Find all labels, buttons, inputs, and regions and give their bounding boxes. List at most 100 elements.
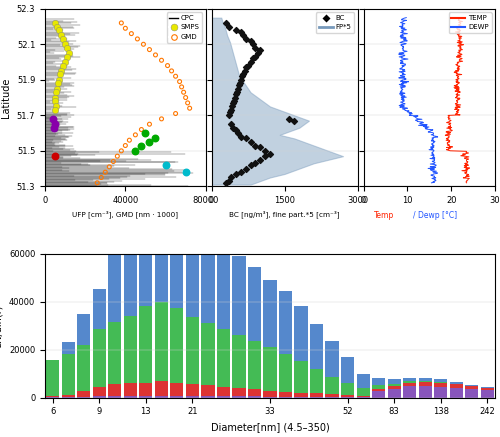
Point [186,105,194,112]
Bar [294,392,308,397]
Point [176,78,184,85]
Bar [294,361,308,392]
Bar [124,396,137,398]
Bar [450,384,463,388]
Bar [62,354,75,395]
Bar [108,255,122,322]
Point [266,151,274,158]
Point [222,20,230,27]
Bar [388,386,400,388]
Bar [480,391,494,398]
Point [230,97,238,104]
Point [152,135,160,142]
Bar [186,396,199,398]
Bar [279,397,292,398]
Point [102,169,110,176]
X-axis label: BC [ng/m³], fine part.*5 [cm⁻³]: BC [ng/m³], fine part.*5 [cm⁻³] [230,211,340,218]
Point [106,163,114,170]
Legend: BC, FP*5: BC, FP*5 [316,12,354,33]
Point [224,177,232,184]
Point [138,142,145,149]
Point [246,37,254,44]
Bar [310,393,323,397]
Point [232,90,240,97]
Bar [108,384,122,396]
Bar [294,306,308,361]
Point [52,89,60,96]
Bar [46,397,60,398]
Point [249,55,257,62]
Bar [232,388,245,396]
Point [235,82,243,89]
Point [51,153,59,160]
Bar [418,386,432,398]
Bar [450,382,463,384]
Point [51,121,59,128]
Bar [356,395,370,397]
Point [227,174,235,181]
Point [261,153,269,160]
Bar [170,383,183,396]
Point [59,62,67,69]
Bar [92,329,106,387]
Bar [62,342,75,354]
Bar [326,378,338,394]
Point [252,44,260,51]
Bar [434,387,448,398]
Bar [480,388,494,391]
Point [256,144,264,151]
Point [290,117,298,124]
Point [286,115,294,122]
Point [237,76,245,83]
Bar [155,396,168,398]
Point [180,89,188,96]
Point [232,170,240,177]
Point [256,156,264,163]
Bar [403,378,416,382]
Bar [372,385,385,389]
Bar [434,382,448,387]
Point [244,62,252,69]
Point [54,80,62,87]
Point [252,53,260,60]
Bar [465,389,478,398]
Point [93,179,101,186]
Point [50,124,58,131]
Bar [264,391,276,397]
Point [182,94,190,101]
Bar [388,379,400,384]
Point [252,142,260,149]
Bar [202,234,214,323]
Bar [217,329,230,387]
Point [132,147,140,154]
Bar [248,396,261,398]
Point [234,85,242,92]
Point [65,50,73,57]
Bar [77,397,90,398]
Bar [124,220,137,316]
Bar [248,341,261,389]
Point [232,27,240,34]
Point [224,23,232,30]
Point [178,83,186,90]
Point [134,35,141,42]
Bar [372,389,385,391]
Bar [186,221,199,317]
Point [229,99,237,106]
Bar [326,394,338,397]
Bar [232,335,245,388]
Point [158,115,166,122]
Point [168,67,175,74]
Point [239,71,247,78]
Point [254,50,262,57]
Point [184,99,192,106]
Point [57,67,65,74]
Point [242,165,250,172]
Bar [310,397,323,398]
Point [51,97,59,104]
Point [164,62,172,69]
Bar [202,396,214,398]
Bar [232,256,245,335]
Point [57,32,65,39]
Point [236,80,244,87]
